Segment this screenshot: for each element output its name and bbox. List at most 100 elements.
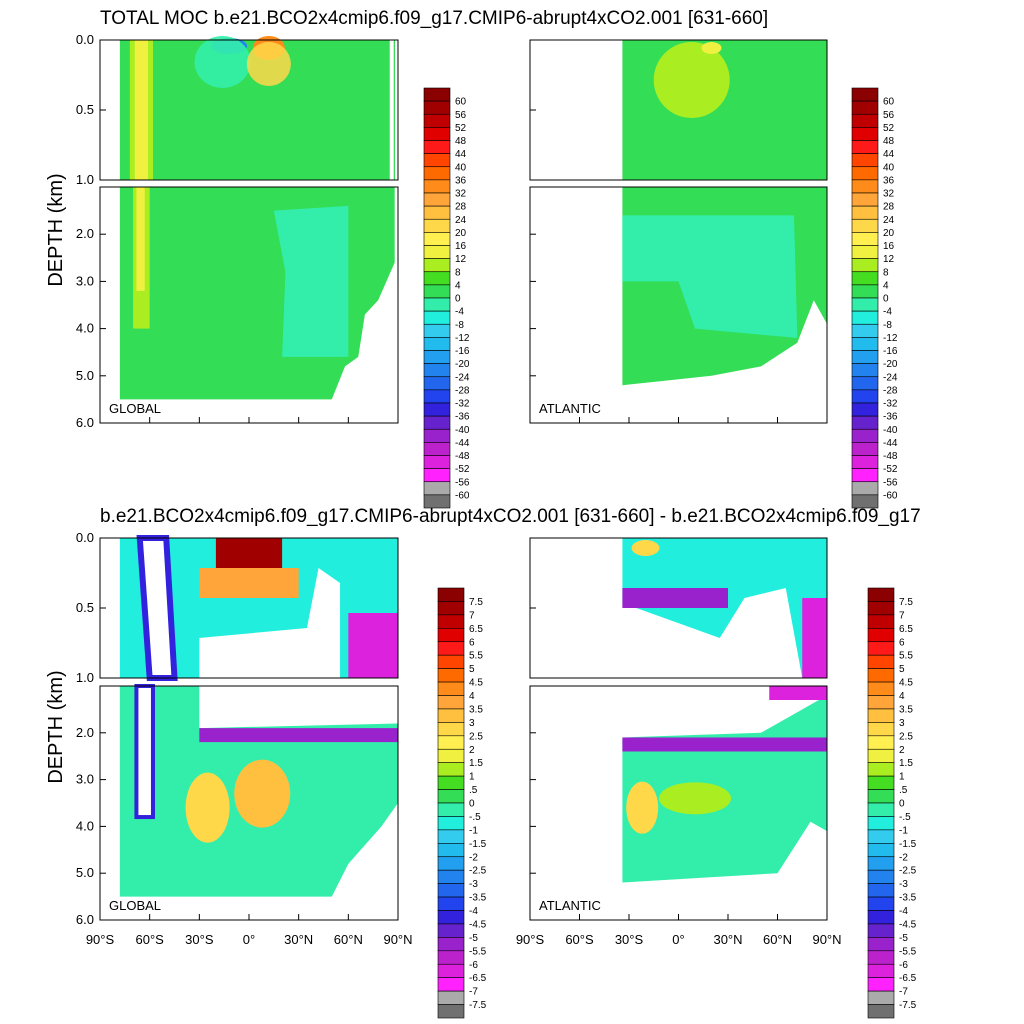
colorbar-label-bottom: .5 [469, 785, 478, 796]
colorbar-label-bottom: 5 [469, 664, 475, 675]
colorbar-swatch [867, 775, 895, 790]
colorbar-label-bottom: 2.5 [469, 731, 483, 742]
colorbar-label-top: -60 [455, 490, 470, 501]
colorbar-label-bottom: 7.5 [469, 597, 483, 608]
colorbar-swatch [423, 363, 451, 378]
colorbar-label-top: 36 [883, 175, 895, 186]
colorbar-label-top: -12 [455, 333, 470, 344]
colorbar-label-top: 24 [883, 215, 895, 226]
colorbar-label-bottom: 6 [899, 637, 905, 648]
colorbar-label-top: -20 [455, 359, 470, 370]
colorbar-label-bottom: 6.5 [469, 624, 483, 635]
colorbar-label-bottom: -4 [899, 906, 908, 917]
colorbar-swatch [867, 896, 895, 911]
colorbar-swatch [437, 641, 465, 656]
colorbar-label-top: -56 [883, 477, 898, 488]
diff-positive-max [215, 538, 283, 568]
y-tick-label: 5.0 [76, 368, 94, 383]
colorbar-swatch [851, 205, 879, 220]
colorbar-swatch [851, 153, 879, 168]
colorbar-swatch [423, 337, 451, 351]
colorbar-label-top: -48 [883, 451, 898, 462]
colorbar-label-top: 44 [455, 149, 467, 160]
colorbar-swatch [851, 140, 879, 154]
colorbar-swatch [867, 641, 895, 656]
colorbar-label-bottom: -6.5 [469, 973, 487, 984]
colorbar-label-bottom: 0 [469, 799, 475, 810]
colorbar-label-bottom: 4 [899, 691, 905, 702]
colorbar-label-top: 20 [883, 228, 895, 239]
colorbar-label-top: -20 [883, 359, 898, 370]
colorbar-swatch [437, 762, 465, 777]
colorbar-swatch [851, 402, 879, 417]
colorbar-label-bottom: -5.5 [899, 946, 917, 957]
colorbar-label-top: -48 [455, 451, 470, 462]
colorbar-label-bottom: 1.5 [469, 758, 483, 769]
y-tick-label: 0.0 [76, 32, 94, 47]
colorbar-swatch [867, 614, 895, 629]
colorbar-label-bottom: -5.5 [469, 946, 487, 957]
colorbar-swatch [867, 950, 895, 965]
y-tick-label: 2.0 [76, 226, 94, 241]
colorbar-label-top: -40 [883, 425, 898, 436]
colorbar-swatch [867, 910, 895, 925]
acc-core-lower [136, 187, 145, 291]
colorbar-label-bottom: 5.5 [899, 651, 913, 662]
colorbar-label-bottom: -.5 [899, 812, 911, 823]
colorbar-swatch [437, 910, 465, 925]
field-atl-upper-top [622, 40, 827, 180]
colorbar-label-bottom: 7 [469, 610, 475, 621]
colorbar-label-bottom: -4 [469, 906, 478, 917]
colorbar-label-top: 12 [883, 254, 895, 265]
colorbar-swatch [867, 816, 895, 831]
colorbar-swatch [851, 428, 879, 443]
colorbar-swatch [851, 350, 879, 364]
colorbar-swatch [437, 843, 465, 858]
colorbar-swatch [851, 297, 879, 312]
colorbar-swatch [867, 1004, 895, 1019]
colorbar-swatch [423, 323, 451, 338]
y-tick-label: 6.0 [76, 912, 94, 927]
colorbar-label-bottom: -.5 [469, 812, 481, 823]
colorbar-label-bottom: 4.5 [469, 678, 483, 689]
colorbar-swatch [851, 337, 879, 351]
colorbar-swatch [437, 681, 465, 696]
colorbar-swatch [867, 843, 895, 858]
basin-label: GLOBAL [109, 401, 161, 416]
colorbar-swatch [867, 601, 895, 616]
colorbar-label-top: 8 [883, 267, 889, 278]
colorbar-label-top: -28 [455, 385, 470, 396]
colorbar-swatch [423, 468, 451, 483]
colorbar-label-bottom: 3.5 [899, 704, 913, 715]
amoc-cell [653, 42, 730, 118]
y-tick-label: 1.0 [76, 172, 94, 187]
positive-cell-halo [246, 42, 291, 86]
colorbar-label-bottom: -5 [899, 933, 908, 944]
colorbar-swatch [851, 323, 879, 338]
colorbar-label-bottom: 3 [899, 718, 905, 729]
colorbar-swatch [437, 587, 465, 602]
x-tick-label: 30°S [615, 932, 644, 947]
colorbar-label-top: -44 [883, 438, 898, 449]
x-tick-label: 30°N [713, 932, 742, 947]
colorbar-swatch [423, 192, 451, 207]
colorbar-swatch [437, 601, 465, 616]
colorbar-swatch [423, 297, 451, 312]
colorbar-label-bottom: -2.5 [899, 866, 917, 877]
y-tick-label: 4.0 [76, 818, 94, 833]
colorbar-label-bottom: 7 [899, 610, 905, 621]
diff-negative-band [199, 728, 398, 743]
colorbar-swatch [423, 153, 451, 168]
x-tick-label: 0° [243, 932, 255, 947]
diff-lower-blank [199, 686, 398, 729]
colorbar-label-top: -36 [883, 412, 898, 423]
diff-positive [199, 568, 299, 598]
colorbar-label-top: -56 [455, 477, 470, 488]
colorbar-label-top: 40 [883, 162, 895, 173]
colorbar-label-bottom: -3 [899, 879, 908, 890]
colorbar-label-top: 44 [883, 149, 895, 160]
colorbar-label-bottom: -1 [469, 825, 478, 836]
colorbar-swatch [423, 415, 451, 430]
colorbar-label-bottom: 7.5 [899, 597, 913, 608]
colorbar-swatch [437, 856, 465, 871]
